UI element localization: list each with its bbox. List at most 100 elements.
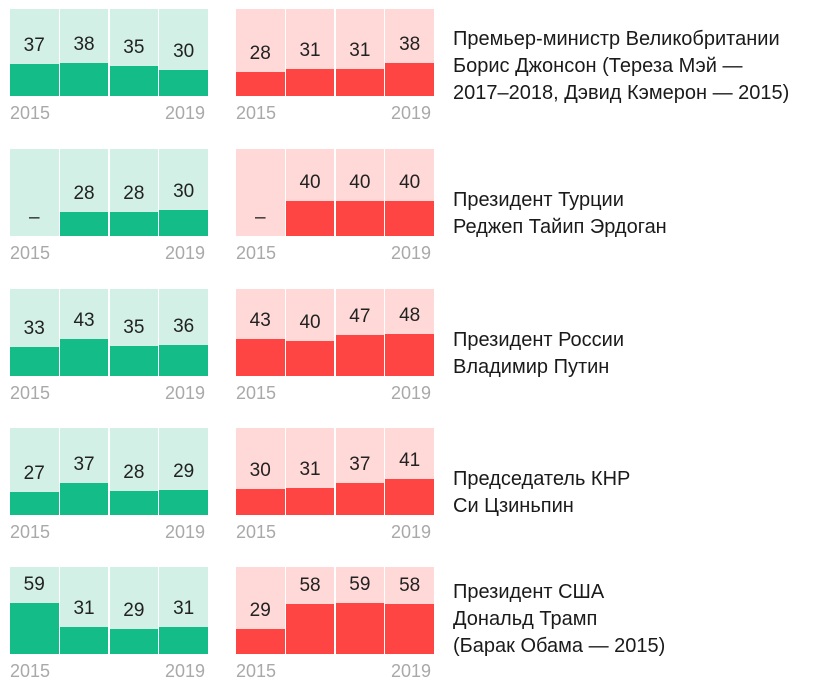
red-value-label: 31	[299, 459, 321, 481]
red-value-label: 58	[399, 574, 421, 596]
green-bar	[109, 211, 159, 236]
red-bar	[335, 335, 385, 376]
green-bar-bg: 30	[159, 149, 208, 236]
green-bar-bg: 31	[159, 567, 208, 654]
chart-row: 37 38 35 30 2015 2019 28 31 31 38 2015 2019 Премьер-…	[0, 9, 836, 139]
row-label-line: 2017–2018, Дэвид Кэмерон — 2015)	[453, 82, 790, 104]
year-label-start: 2015	[236, 103, 277, 123]
year-label-start: 2015	[236, 383, 277, 403]
red-value-label: 40	[299, 312, 321, 334]
green-panel: 37 38 35 30	[10, 9, 208, 96]
red-value-label: 31	[299, 40, 321, 62]
green-bar-bg: 35	[109, 9, 159, 96]
red-value-label: 59	[349, 573, 371, 595]
red-value-label: 48	[399, 305, 421, 327]
red-bar	[335, 69, 385, 96]
red-value-label: 29	[249, 599, 271, 621]
green-bar	[109, 628, 159, 654]
year-label-end: 2019	[391, 243, 432, 263]
year-label-end: 2019	[391, 103, 432, 123]
green-value-label: 37	[23, 34, 45, 56]
red-panel: 43 40 47 48	[236, 289, 434, 376]
red-bar-bg: 40	[285, 149, 335, 236]
green-bar-bg: 43	[59, 289, 109, 376]
green-value-label: 28	[123, 461, 145, 483]
chart-row: 27 37 28 29 2015 2019 30 31 37 41 2015 2019 Председа…	[0, 428, 836, 558]
green-bar	[159, 489, 208, 515]
red-value-label: 38	[399, 33, 421, 55]
green-bar	[10, 347, 59, 376]
red-bar	[236, 628, 285, 654]
year-label-start: 2015	[10, 103, 51, 123]
year-label-start: 2015	[10, 661, 51, 681]
red-bar	[335, 602, 385, 654]
red-bar	[236, 338, 285, 376]
red-bar-bg: 47	[335, 289, 385, 376]
row-label-line: Борис Джонсон (Тереза Мэй —	[453, 55, 743, 77]
year-label-end: 2019	[165, 243, 206, 263]
red-bar-bg: 48	[385, 289, 434, 376]
red-bar-bg: 31	[335, 9, 385, 96]
red-bar	[385, 479, 434, 515]
red-bar-bg: 40	[285, 289, 335, 376]
red-value-label: 43	[249, 309, 271, 331]
chart-row: 33 43 35 36 2015 2019 43 40 47 48 2015 2019 Президен…	[0, 289, 836, 419]
red-value-label: 40	[399, 172, 421, 194]
year-label-start: 2015	[236, 661, 277, 681]
red-bar-bg: 28	[236, 9, 285, 96]
green-bar	[59, 627, 109, 654]
red-bar	[335, 201, 385, 236]
green-value-label: 31	[173, 598, 195, 620]
year-label-start: 2015	[236, 522, 277, 542]
red-panel: – 40 40 40	[236, 149, 434, 236]
green-bar-bg: 28	[59, 149, 109, 236]
red-bar	[236, 71, 285, 96]
green-value-label: 28	[123, 182, 145, 204]
green-value-label: 35	[123, 36, 145, 58]
green-bar-bg: 27	[10, 428, 59, 515]
red-bar	[385, 603, 434, 654]
red-bar	[385, 334, 434, 376]
red-bar	[335, 482, 385, 515]
green-panel: 33 43 35 36	[10, 289, 208, 376]
red-bar	[236, 488, 285, 515]
red-bar	[285, 201, 335, 236]
green-bar-bg: 38	[59, 9, 109, 96]
green-value-label: 29	[123, 599, 145, 621]
green-bar-bg: 35	[109, 289, 159, 376]
green-bar	[10, 491, 59, 515]
red-value-label: 40	[299, 172, 321, 194]
red-bar-bg: 31	[285, 9, 335, 96]
green-value-label: 31	[73, 598, 95, 620]
row-label-line: Президент России	[453, 329, 625, 351]
green-bar-bg: 29	[109, 567, 159, 654]
green-value-label: 35	[123, 316, 145, 338]
green-value-label: –	[28, 207, 40, 228]
green-bar-bg: 30	[159, 9, 208, 96]
green-value-label: 43	[73, 309, 95, 331]
green-bar	[59, 338, 109, 376]
red-bar	[385, 201, 434, 236]
year-label-start: 2015	[10, 383, 51, 403]
green-bar	[109, 345, 159, 376]
row-label-line: Президент Турции	[453, 189, 624, 211]
green-panel: 27 37 28 29	[10, 428, 208, 515]
row-label: Президент США Дональд Трамп (Барак Обама —…	[453, 579, 665, 660]
red-bar-bg: 38	[385, 9, 434, 96]
red-value-label: 31	[349, 40, 371, 62]
green-bar	[159, 627, 208, 654]
red-value-label: 40	[349, 172, 371, 194]
chart-row: 59 31 29 31 2015 2019 29 58 59 58 2015 2019 Президен…	[0, 567, 836, 697]
green-bar-bg: 37	[10, 9, 59, 96]
year-label-end: 2019	[391, 522, 432, 542]
year-label-end: 2019	[391, 661, 432, 681]
green-value-label: 38	[73, 33, 95, 55]
green-value-label: 30	[173, 180, 195, 202]
green-bar	[159, 344, 208, 376]
green-bar-bg: 33	[10, 289, 59, 376]
year-label-start: 2015	[236, 243, 277, 263]
red-bar-bg: 40	[385, 149, 434, 236]
year-label-end: 2019	[165, 661, 206, 681]
green-bar-bg: 29	[159, 428, 208, 515]
red-value-label: 47	[349, 306, 371, 328]
